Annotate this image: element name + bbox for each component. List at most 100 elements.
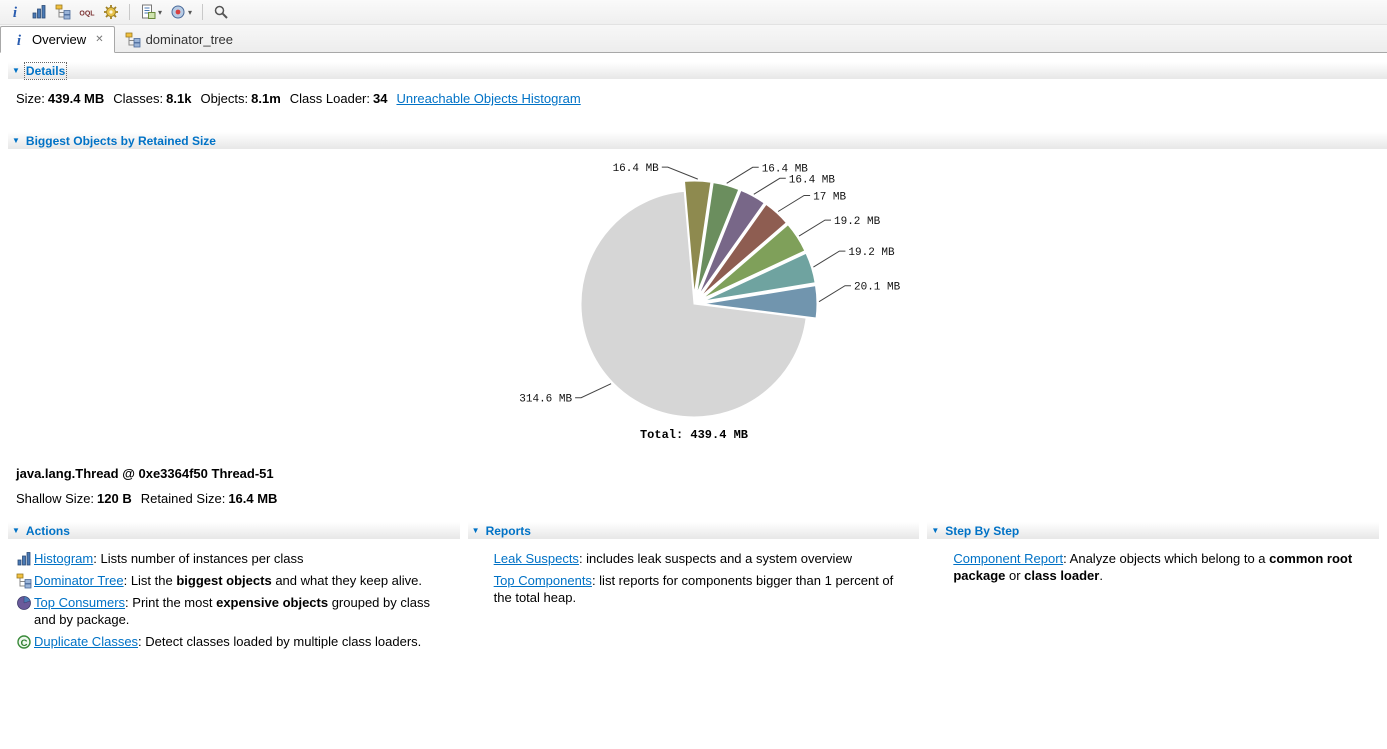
item-indent-spacer xyxy=(476,550,494,567)
item-text-segment: : Print the most xyxy=(125,595,217,610)
actions-section-header[interactable]: ▼ Actions xyxy=(8,522,460,539)
query-browser-button[interactable]: ▾ xyxy=(167,2,195,22)
collapse-triangle-icon[interactable]: ▼ xyxy=(12,135,20,145)
histogram-button[interactable] xyxy=(28,2,50,22)
item-text: Component Report: Analyze objects which … xyxy=(953,550,1373,584)
field-value: 120 B xyxy=(97,491,132,506)
pie-slice-label: 19.2 MB xyxy=(834,216,881,228)
dropdown-caret-icon[interactable]: ▾ xyxy=(188,7,193,17)
actions-column: ▼ Actions Histogram: Lists number of ins… xyxy=(8,522,460,655)
item-text-segment: and what they keep alive. xyxy=(271,573,423,588)
report-icon xyxy=(140,4,156,20)
field-label: Retained Size: xyxy=(140,491,226,506)
top-consumers-icon xyxy=(16,594,34,628)
retained-size-pie-chart: 16.4 MB 16.4 MB 16.4 MB 17 MB 19.2 MB 19.2 MB… xyxy=(384,149,1004,454)
selected-object-title: java.lang.Thread @ 0xe3364f50 Thread-51 xyxy=(16,466,274,481)
close-icon[interactable]: ✕ xyxy=(95,34,104,45)
reports-section-header[interactable]: ▼ Reports xyxy=(467,522,920,539)
pie-slice-label: 19.2 MB xyxy=(848,247,895,259)
link-dominator-tree[interactable]: Dominator Tree xyxy=(34,573,124,588)
tab-dominator-tree[interactable]: dominator_tree xyxy=(115,26,243,53)
item-text: Dominator Tree: List the biggest objects… xyxy=(34,572,422,589)
field-label: Classes: xyxy=(113,91,164,106)
oql-button[interactable]: OQL xyxy=(76,2,98,22)
item-text: Leak Suspects: includes leak suspects an… xyxy=(494,550,852,567)
item-text-segment: : Detect classes loaded by multiple clas… xyxy=(138,634,422,649)
pie-label-leader-line xyxy=(777,195,810,212)
pie-slice[interactable] xyxy=(579,190,807,418)
report-button[interactable]: ▾ xyxy=(137,2,165,22)
pie-slice-label: 20.1 MB xyxy=(854,282,901,294)
step-by-step-section-header[interactable]: ▼ Step By Step xyxy=(927,522,1379,539)
field-label: Objects: xyxy=(200,91,249,106)
collapse-triangle-icon[interactable]: ▼ xyxy=(471,525,480,535)
item-text: Duplicate Classes: Detect classes loaded… xyxy=(34,633,421,650)
pie-label-leader-line xyxy=(818,285,851,303)
pie-label-leader-line xyxy=(574,383,611,399)
list-item: Dominator Tree: List the biggest objects… xyxy=(16,572,454,589)
collapse-triangle-icon[interactable]: ▼ xyxy=(12,525,20,535)
pie-label-leader-line xyxy=(661,166,698,180)
item-text: Top Consumers: Print the most expensive … xyxy=(34,594,454,628)
details-section-header[interactable]: ▼ Details xyxy=(8,61,1387,80)
field-value: 8.1m xyxy=(251,91,281,106)
unreachable-objects-histogram-link[interactable]: Unreachable Objects Histogram xyxy=(396,91,581,106)
item-text-bold: class loader xyxy=(1024,568,1100,583)
field-label: Class Loader: xyxy=(289,91,370,106)
pie-slice-label: 16.4 MB xyxy=(761,163,808,175)
pie-slice[interactable] xyxy=(699,203,787,297)
pie-slice[interactable] xyxy=(695,182,739,295)
item-text-bold: expensive objects xyxy=(216,595,329,610)
tab-overview[interactable]: i Overview ✕ xyxy=(0,26,115,53)
pie-slice[interactable] xyxy=(697,189,765,296)
svg-text:i: i xyxy=(13,5,18,20)
pie-slice[interactable] xyxy=(703,285,817,319)
item-text: Top Components: list reports for compone… xyxy=(494,572,914,606)
list-item: Top Components: list reports for compone… xyxy=(476,572,914,606)
info-button[interactable]: i xyxy=(4,2,26,22)
link-component-report[interactable]: Component Report xyxy=(953,551,1064,566)
item-text-segment: grouped by class and by package. xyxy=(34,595,430,627)
list-item: C Duplicate Classes: Detect classes loade… xyxy=(16,633,454,650)
item-text-segment: : List the xyxy=(123,573,177,588)
section-title-actions: Actions xyxy=(25,523,70,538)
list-item: Histogram: Lists number of instances per… xyxy=(16,550,454,567)
details-summary: Size: 439.4 MB Classes: 8.1k Objects: 8.1m Cla… xyxy=(0,79,1387,132)
pie-slice[interactable] xyxy=(701,224,805,300)
svg-text:i: i xyxy=(17,33,22,48)
link-leak-suspects[interactable]: Leak Suspects xyxy=(493,551,579,566)
toolbar-separator xyxy=(129,4,130,20)
bottom-columns: ▼ Actions Histogram: Lists number of ins… xyxy=(8,522,1379,655)
step-by-step-list: Component Report: Analyze objects which … xyxy=(927,539,1379,584)
tab-label: Overview xyxy=(32,32,87,47)
svg-text:OQL: OQL xyxy=(79,11,95,18)
pie-slice-label: 16.4 MB xyxy=(612,163,659,175)
link-top-components[interactable]: Top Components xyxy=(493,573,592,588)
pie-slice-label: 16.4 MB xyxy=(788,174,835,186)
item-text-segment: : Lists number of instances per class xyxy=(93,551,304,566)
field-value: 8.1k xyxy=(166,91,192,106)
search-button[interactable] xyxy=(210,2,232,22)
pie-slice[interactable] xyxy=(702,252,816,302)
pie-slice[interactable] xyxy=(683,180,711,295)
reports-column: ▼ Reports Leak Suspects: includes leak s… xyxy=(467,522,920,655)
biggest-objects-section-header[interactable]: ▼ Biggest Objects by Retained Size xyxy=(8,132,1387,149)
item-text-segment: : list reports for components bigger tha… xyxy=(493,573,894,605)
collapse-triangle-icon[interactable]: ▼ xyxy=(931,525,940,535)
selected-object-sizes: Shallow Size: 120 B Retained Size: 16.4 MB xyxy=(16,491,1387,506)
query-browser-icon xyxy=(170,4,186,20)
dominator-tree-button[interactable] xyxy=(52,2,74,22)
item-text-segment: : includes leak suspects and a system ov… xyxy=(578,551,853,566)
item-text-segment: : Analyze objects which belong to a xyxy=(1063,551,1270,566)
field-value: 16.4 MB xyxy=(228,491,278,506)
dropdown-caret-icon[interactable]: ▾ xyxy=(158,7,163,17)
settings-gear-button[interactable] xyxy=(100,2,122,22)
collapse-triangle-icon[interactable]: ▼ xyxy=(12,65,20,75)
main-toolbar: i OQL ▾ ▾ xyxy=(0,0,1387,25)
link-duplicate-classes[interactable]: Duplicate Classes xyxy=(34,634,139,649)
link-histogram[interactable]: Histogram xyxy=(34,551,94,566)
section-title-reports: Reports xyxy=(485,523,531,538)
mat-window: i OQL ▾ ▾ i Overview ✕ dominator_tree ▼ Det… xyxy=(0,0,1387,655)
link-top-consumers[interactable]: Top Consumers xyxy=(34,595,126,610)
toolbar-separator xyxy=(202,4,204,20)
